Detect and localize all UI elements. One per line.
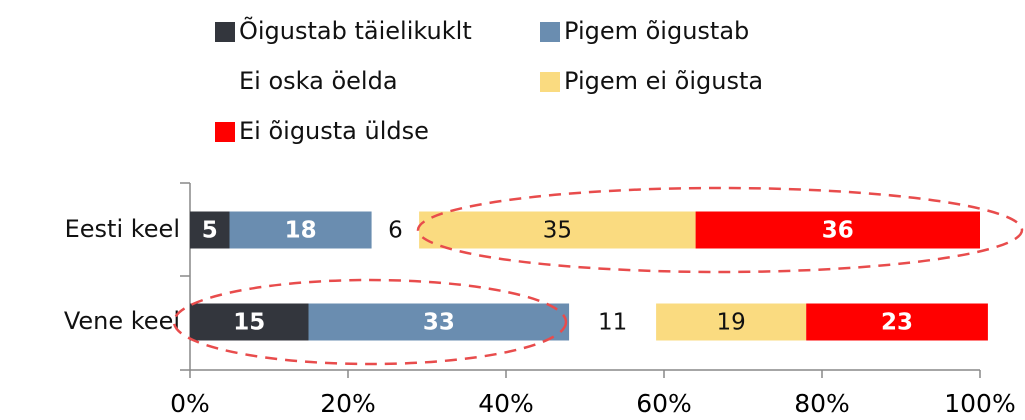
data-label: 6 (388, 218, 403, 244)
category-label: Vene keel (64, 307, 180, 335)
legend-swatch (540, 72, 560, 92)
bar-segment (190, 211, 230, 249)
x-tick-label: 80% (794, 389, 850, 418)
data-label: 23 (881, 310, 913, 336)
category-label: Eesti keel (65, 215, 180, 243)
x-tick-label: 40% (478, 389, 534, 418)
bar-segment (656, 303, 807, 341)
x-tick-label: 60% (636, 389, 692, 418)
legend-swatch (215, 122, 235, 142)
highlight-ellipse (416, 186, 1024, 274)
legend-label: Ei oska öelda (239, 67, 398, 95)
legend-label: Pigem ei õigusta (564, 67, 763, 95)
legend-label: Pigem õigustab (564, 17, 749, 45)
bar-segment (371, 211, 420, 249)
bar-segment (190, 303, 309, 341)
data-label: 18 (285, 218, 317, 244)
bar-segment (806, 303, 988, 341)
bar-segment (419, 211, 696, 249)
bar-segment (569, 303, 657, 341)
x-tick-label: 20% (320, 389, 376, 418)
legend-label: Ei õigusta üldse (239, 117, 429, 145)
legend-swatch (215, 72, 235, 92)
legend-label: Õigustab täielikuklt (239, 15, 472, 45)
highlight-ellipse (172, 278, 568, 366)
data-label: 11 (598, 310, 627, 336)
bar-segment (308, 303, 570, 341)
x-tick-label: 100% (944, 389, 1015, 418)
x-tick-label: 0% (170, 389, 210, 418)
bar-segment (695, 211, 980, 249)
data-label: 5 (202, 218, 218, 244)
data-label: 35 (543, 218, 572, 244)
legend-swatch (215, 22, 235, 42)
data-label: 33 (423, 310, 455, 336)
data-label: 36 (822, 218, 854, 244)
data-label: 15 (233, 310, 265, 336)
data-label: 19 (717, 310, 746, 336)
plot: 0% 20% 40% 60% 80% 100% Õigustab täielikuklt Pi… (64, 15, 1016, 418)
legend-swatch (540, 22, 560, 42)
bar-segment (229, 211, 372, 249)
